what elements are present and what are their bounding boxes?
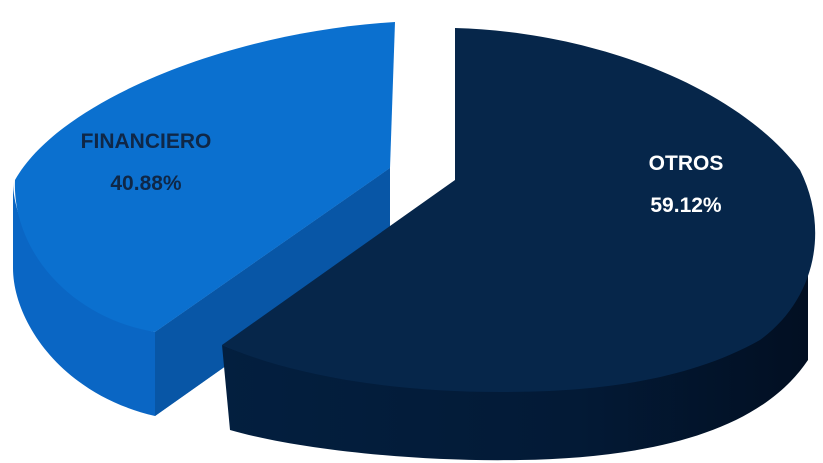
pie-slice-otros-category-label: OTROS <box>649 152 724 175</box>
pie-slice-financiero-category-label: FINANCIERO <box>81 130 212 153</box>
pie-slice-financiero-top <box>14 22 396 332</box>
pie-slice-otros-top <box>222 28 816 392</box>
pie-slice-financiero-outer-wall <box>13 182 155 416</box>
pie-slice-otros-outer-wall <box>222 270 808 461</box>
pie-slice-otros-value-label: 59.12% <box>650 194 722 217</box>
pie-slice-financiero-cut-face <box>155 168 390 416</box>
pie-slice-otros: OTROS 59.12% <box>222 28 816 461</box>
pie-slice-financiero-value-label: 40.88% <box>110 172 182 195</box>
